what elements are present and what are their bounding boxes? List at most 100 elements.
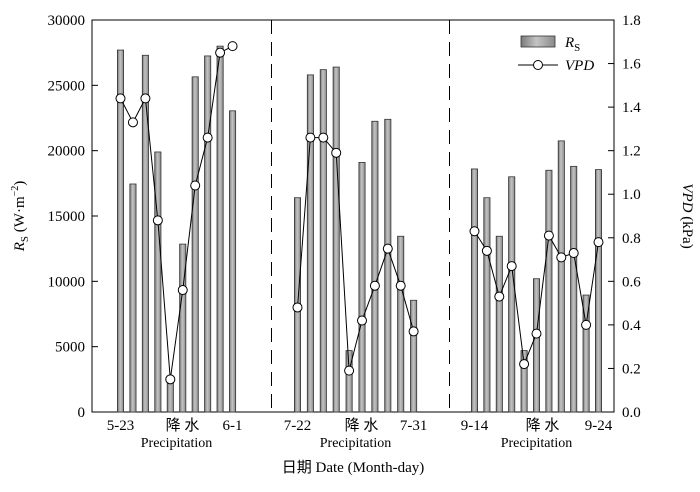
vpd-point xyxy=(568,248,579,259)
vpd-line xyxy=(120,45,233,380)
rs-bar xyxy=(595,169,603,413)
vpd-point xyxy=(305,132,316,143)
vpd-point xyxy=(581,319,592,330)
legend-bar-label-main: R xyxy=(564,35,574,51)
vpd-point xyxy=(177,285,188,296)
rs-bar xyxy=(229,110,237,413)
x-axis-title: 日期 Date (Month-day) xyxy=(282,459,424,476)
group-end-label: 9-24 xyxy=(585,418,613,434)
rs-bar xyxy=(410,299,418,413)
left-tick-label: 25000 xyxy=(48,78,86,94)
vpd-point xyxy=(382,243,393,254)
rs-bar xyxy=(129,183,137,413)
vpd-point xyxy=(140,93,151,104)
left-tick-label: 10000 xyxy=(48,274,86,290)
vpd-point xyxy=(165,374,176,385)
left-axis-title-rest: (W·m xyxy=(12,196,28,236)
right-tick-label: 1.0 xyxy=(622,187,641,203)
legend-line-label: VPD xyxy=(565,58,594,74)
right-axis-ticks: 0.0 0.2 0.4 0.6 0.8 1.0 1.2 1.4 1.6 1.8 xyxy=(608,13,641,421)
vpd-line xyxy=(297,137,415,371)
rs-bar xyxy=(397,235,405,413)
rs-bar xyxy=(191,76,199,413)
vpd-point xyxy=(215,47,226,58)
right-axis-title: VPD (kPa) xyxy=(679,183,695,248)
x-axis-labels: 5-23 6-1 降 水 Precipitation 7-22 7-31 降 水 Precip… xyxy=(107,417,613,451)
vpd-point xyxy=(190,180,201,191)
vpd-point xyxy=(506,261,517,272)
vpd-point xyxy=(556,252,567,263)
vpd-point xyxy=(292,302,303,313)
right-tick-label: 1.4 xyxy=(622,100,641,116)
vpd-point xyxy=(494,291,505,302)
rs-bar xyxy=(470,168,478,413)
group-precip-cn: 降 水 xyxy=(166,417,200,434)
group-precip-cn: 降 水 xyxy=(526,417,560,434)
left-axis-title: RS (W·m−2) xyxy=(10,181,31,253)
group-end-label: 6-1 xyxy=(223,418,243,434)
vpd-point xyxy=(344,365,355,376)
rs-bar xyxy=(332,66,340,413)
vpd-point xyxy=(543,230,554,241)
vpd-point xyxy=(357,315,367,326)
rs-bar xyxy=(345,350,353,413)
left-axis-title-main: R xyxy=(12,242,28,252)
group-precip-cn: 降 水 xyxy=(345,417,379,434)
rs-bar xyxy=(179,243,187,413)
legend-line-marker xyxy=(533,60,543,70)
right-axis-title-rest: (kPa) xyxy=(679,212,695,248)
rs-bar xyxy=(204,55,212,413)
vpd-point xyxy=(152,215,163,226)
left-tick-label: 0 xyxy=(78,405,86,421)
right-tick-label: 0.2 xyxy=(622,361,641,377)
rs-bar xyxy=(557,140,565,413)
rs-bar xyxy=(358,162,366,413)
vpd-point xyxy=(408,326,419,337)
rs-bar xyxy=(508,176,516,413)
group-end-label: 7-31 xyxy=(400,418,428,434)
rs-bar xyxy=(141,54,149,413)
group-precip-en: Precipitation xyxy=(501,436,573,451)
vpd-point xyxy=(531,328,542,339)
group-start-label: 9-14 xyxy=(461,418,489,434)
vpd-point xyxy=(519,359,530,370)
legend: RS VPD xyxy=(518,35,594,74)
group-precip-en: Precipitation xyxy=(320,436,392,451)
vpd-point xyxy=(369,280,380,291)
group-start-label: 7-22 xyxy=(284,418,312,434)
right-tick-label: 0.6 xyxy=(622,274,641,290)
vpd-point xyxy=(481,245,492,256)
rs-bar xyxy=(570,165,578,413)
rs-bar xyxy=(582,294,590,413)
right-tick-label: 1.2 xyxy=(622,144,641,160)
left-axis-title-sub: S xyxy=(19,236,31,242)
right-tick-label: 1.6 xyxy=(622,57,641,73)
group-precip-en: Precipitation xyxy=(141,436,213,451)
rs-bar xyxy=(154,151,162,413)
vpd-point xyxy=(593,237,604,248)
vpd-point xyxy=(318,132,329,143)
vpd-point xyxy=(469,226,480,237)
left-tick-label: 20000 xyxy=(48,144,86,160)
rs-bar xyxy=(384,118,392,413)
vpd-point xyxy=(127,117,138,128)
vpd-point xyxy=(331,147,342,158)
vpd-series xyxy=(115,41,604,385)
right-axis-title-main: VPD xyxy=(679,183,695,212)
left-tick-label: 30000 xyxy=(48,13,86,29)
right-tick-label: 1.8 xyxy=(622,13,641,29)
vpd-point xyxy=(115,93,126,104)
legend-bar-label-sub: S xyxy=(574,42,580,54)
rs-bar xyxy=(545,169,553,413)
right-tick-label: 0.4 xyxy=(622,318,641,334)
left-tick-label: 5000 xyxy=(55,340,85,356)
group-start-label: 5-23 xyxy=(107,418,135,434)
legend-bar-label: RS xyxy=(564,35,580,54)
rs-bar xyxy=(319,69,327,413)
legend-bar-swatch xyxy=(520,35,556,48)
rs-bar xyxy=(483,197,491,413)
rs-bar xyxy=(216,45,224,413)
rs-bar xyxy=(495,235,503,413)
rs-bar xyxy=(117,49,125,413)
